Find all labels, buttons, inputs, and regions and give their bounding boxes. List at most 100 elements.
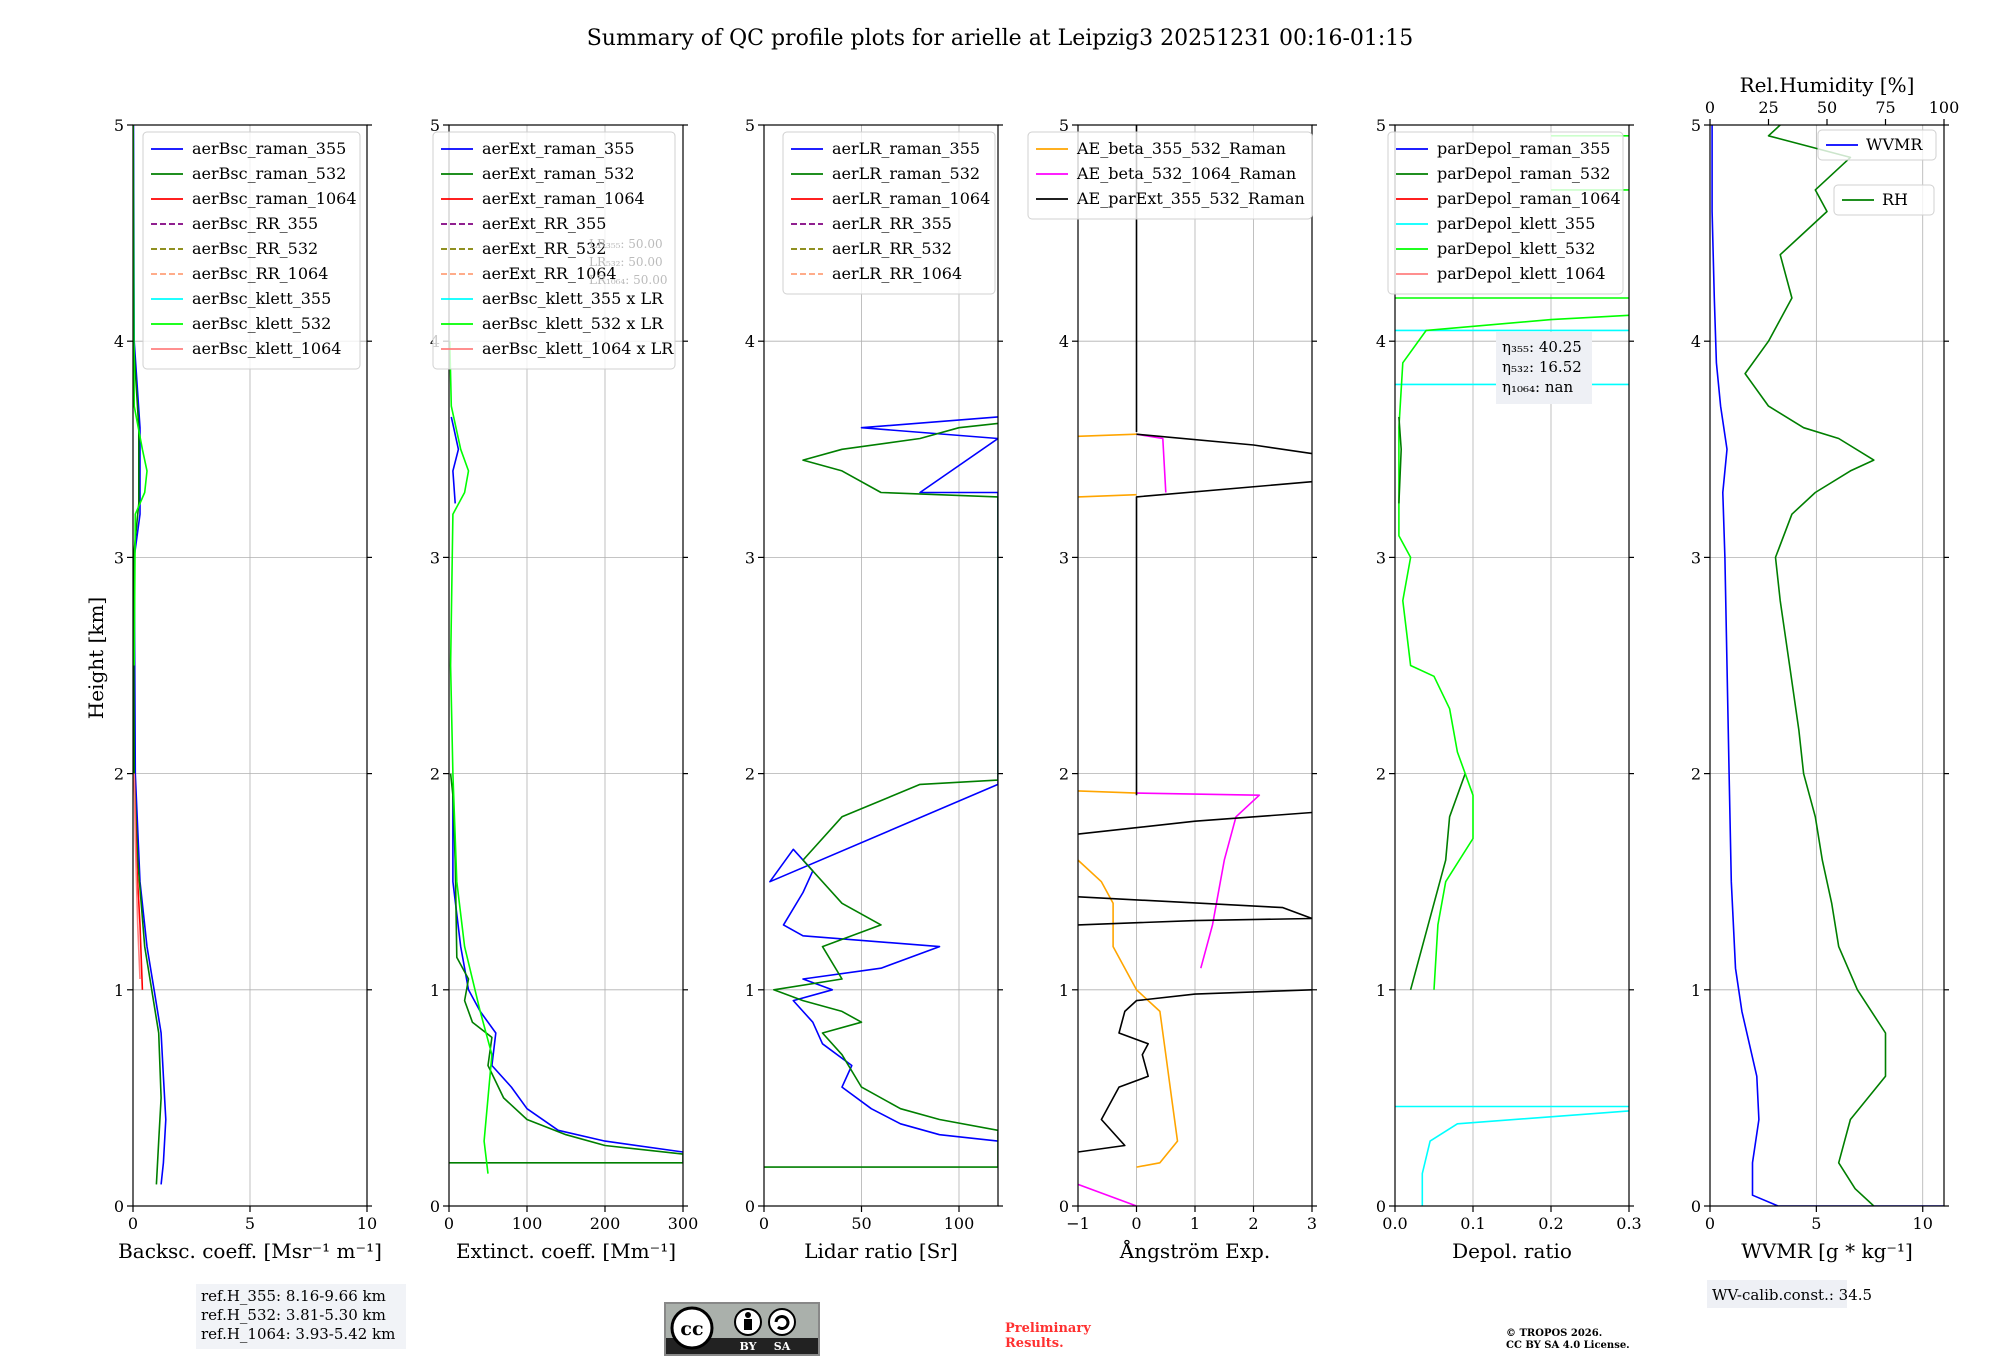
legend-entry: aerLR_RR_1064: [832, 264, 962, 283]
series-parDepol_raman_532: [1398, 416, 1402, 504]
legend-entry: parDepol_klett_355: [1437, 214, 1595, 233]
series-AE_beta_355_532_Raman: [1078, 493, 1137, 498]
legend-entry: aerBsc_klett_1064: [192, 339, 341, 358]
y-tick-label: 3: [1059, 548, 1069, 567]
series-aerBsc_klett_1064: [133, 773, 141, 980]
figure-title: Summary of QC profile plots for arielle …: [587, 26, 1414, 51]
preliminary-line-2: Results.: [1005, 1336, 1064, 1351]
x-tick-label: 50: [851, 1214, 871, 1233]
series-aerExt_raman_355: [452, 795, 683, 1153]
share-alike-icon: [768, 1308, 796, 1336]
top-x-tick-label: 50: [1817, 98, 1837, 117]
y-tick-label: 1: [114, 981, 124, 1000]
x-tick-label: 0.2: [1538, 1214, 1563, 1233]
y-tick-label: 0: [745, 1197, 755, 1216]
y-tick-label: 2: [1691, 765, 1701, 784]
legend-entry: aerLR_raman_1064: [832, 189, 990, 208]
y-tick-label: 3: [745, 548, 755, 567]
svg-text:cc: cc: [680, 1318, 703, 1340]
x-tick-label: 10: [357, 1214, 377, 1233]
legend-entry: aerBsc_klett_355: [192, 289, 331, 308]
y-tick-label: 1: [1376, 981, 1386, 1000]
y-tick-label: 0: [430, 1197, 440, 1216]
legend-entry: aerBsc_klett_355 x LR: [482, 289, 664, 308]
y-tick-label: 4: [1059, 332, 1069, 351]
cc-icon: [670, 1306, 714, 1350]
legend-box: [432, 131, 676, 370]
legend-entry: aerExt_RR_1064: [482, 264, 617, 283]
copyright-line-1: © TROPOS 2026.: [1506, 1328, 1602, 1339]
x-axis-label: Backsc. coeff. [Msr⁻¹ m⁻¹]: [118, 1239, 382, 1263]
legend-entry: aerBsc_raman_1064: [192, 189, 357, 208]
y-tick-label: 4: [114, 332, 124, 351]
series-AE_parExt_355_532_Raman: [1135, 480, 1312, 796]
legend-entry: aerExt_RR_355: [482, 214, 606, 233]
eta-annotation: η₁₀₆₄: nan: [1502, 378, 1573, 396]
eta-box: [1496, 332, 1592, 404]
y-tick-label: 2: [1376, 765, 1386, 784]
x-tick-label: 0: [444, 1214, 454, 1233]
series-aerBsc_klett_532: [133, 125, 148, 666]
x-tick-label: 3: [1307, 1214, 1317, 1233]
legend-box: [782, 131, 996, 295]
x-tick-label: 0: [128, 1214, 138, 1233]
cc-sa-label: SA: [774, 1340, 791, 1353]
legend-box: [142, 131, 361, 370]
top-axis-label: Rel.Humidity [%]: [1740, 73, 1915, 97]
legend-entry: aerBsc_klett_532: [192, 314, 331, 333]
legend-entry: aerLR_RR_532: [832, 239, 952, 258]
x-tick-label: 200: [590, 1214, 621, 1233]
legend-box: [1027, 131, 1313, 220]
top-x-tick-label: 100: [1929, 98, 1960, 117]
x-tick-label: 300: [668, 1214, 699, 1233]
y-tick-label: 3: [1691, 548, 1701, 567]
eta-annotation: η₅₃₂: 16.52: [1502, 358, 1582, 376]
x-axis-label: Lidar ratio [Sr]: [804, 1239, 958, 1263]
y-tick-label: 3: [1376, 548, 1386, 567]
axes-frame: [763, 124, 999, 1207]
legend-box: [1817, 129, 1937, 161]
series-AE_beta_355_532_Raman: [1078, 859, 1179, 1168]
legend-entry: aerBsc_raman_532: [192, 164, 346, 183]
lr-annotation: LR₅₃₂: 50.00: [589, 255, 663, 269]
series-AE_beta_532_1064_Raman: [1136, 433, 1167, 493]
series-group: [449, 341, 683, 1174]
lr-annotation: LR₃₅₅: 50.00: [589, 237, 663, 251]
legend-entry: parDepol_raman_1064: [1437, 189, 1621, 208]
x-axis-label: Depol. ratio: [1452, 1239, 1572, 1263]
legend-entry: parDepol_raman_355: [1437, 139, 1610, 158]
x-tick-label: 100: [944, 1214, 975, 1233]
eta-annotation: η₃₅₅: 40.25: [1502, 338, 1582, 356]
refh-line-1064: ref.H_1064: 3.93-5.42 km: [201, 1325, 395, 1343]
axes-frame: [1394, 124, 1630, 1207]
x-tick-label: 0: [759, 1214, 769, 1233]
top-x-tick-label: 25: [1758, 98, 1778, 117]
y-tick-label: 0: [1376, 1197, 1386, 1216]
x-tick-label: 1: [1190, 1214, 1200, 1233]
panel-2: 0100200300012345Extinct. coeff. [Mm⁻¹]ae…: [430, 116, 698, 1263]
cc-license-badge: cc BY SA: [664, 1302, 820, 1356]
top-x-tick-label: 75: [1875, 98, 1895, 117]
calib-annotation: WV-calib.const.: 34.5: [1712, 1286, 1872, 1304]
x-tick-label: 2: [1248, 1214, 1258, 1233]
x-tick-label: −1: [1066, 1214, 1090, 1233]
x-axis-label: Ångström Exp.: [1119, 1238, 1270, 1263]
legend-entry: aerBsc_RR_355: [192, 214, 318, 233]
legend-entry: aerBsc_klett_1064 x LR: [482, 339, 674, 358]
y-tick-label: 2: [430, 765, 440, 784]
series-aerBsc_raman_355: [133, 125, 167, 1185]
series-AE_parExt_355_532_Raman: [1078, 989, 1312, 1153]
legend-entry: AE_parExt_355_532_Raman: [1076, 189, 1305, 208]
y-tick-label: 5: [745, 116, 755, 135]
y-tick-label: 1: [430, 981, 440, 1000]
x-tick-label: 0: [1705, 1214, 1715, 1233]
x-tick-label: 0: [1131, 1214, 1141, 1233]
x-tick-label: 5: [1811, 1214, 1821, 1233]
y-tick-label: 0: [1691, 1197, 1701, 1216]
x-tick-label: 5: [245, 1214, 255, 1233]
series-group: [1395, 135, 1629, 1206]
y-tick-label: 3: [430, 548, 440, 567]
x-tick-label: 10: [1913, 1214, 1933, 1233]
